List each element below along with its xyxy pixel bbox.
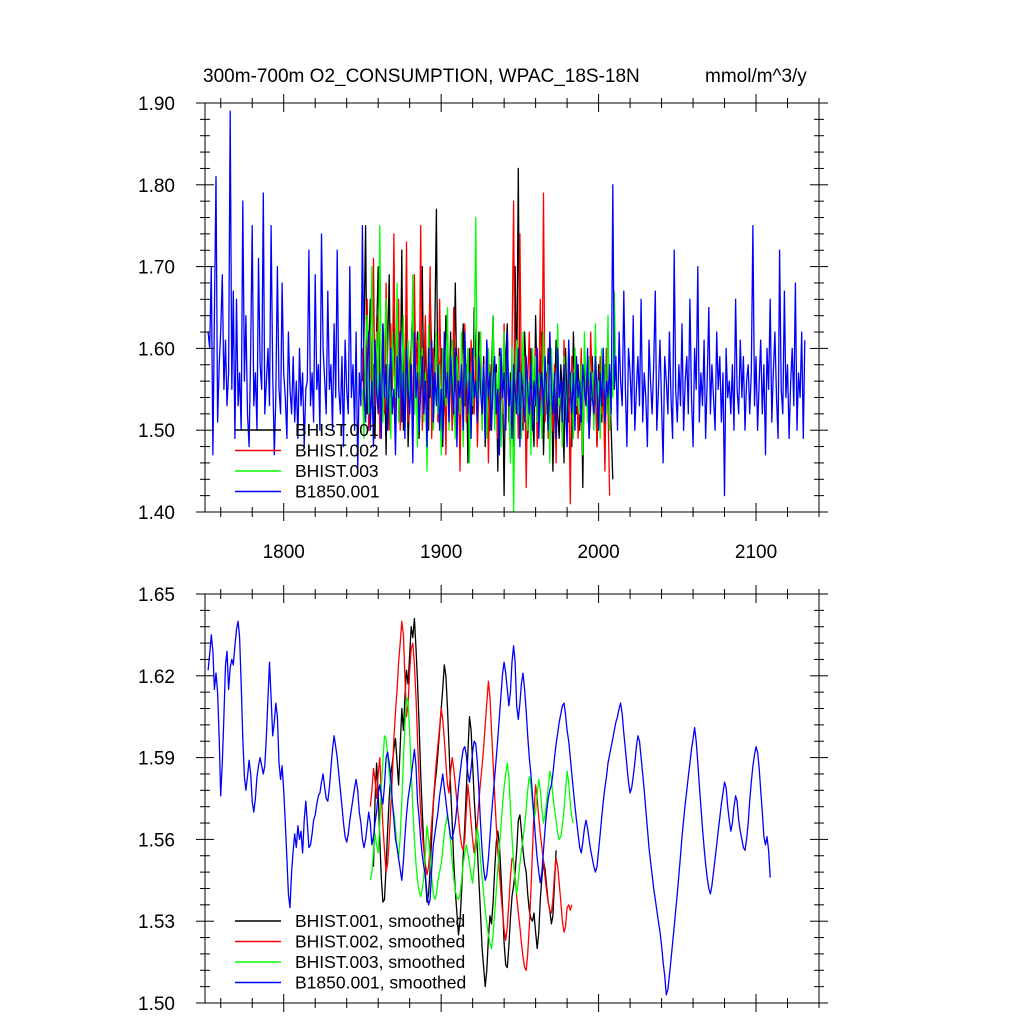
legend-label: B1850.001, smoothed bbox=[295, 973, 466, 993]
bottom-plot-area bbox=[207, 617, 771, 996]
legend-entry: BHIST.003 bbox=[235, 461, 379, 481]
legend-entry: BHIST.002, smoothed bbox=[235, 932, 465, 952]
x-tick-label: 2000 bbox=[577, 542, 619, 563]
y-tick-label: 1.40 bbox=[138, 503, 175, 524]
bottom-plot-frame bbox=[204, 593, 820, 1004]
top-chart-panel: 300m-700m O2_CONSUMPTION, WPAC_18S-18N m… bbox=[138, 66, 828, 563]
legend-label: BHIST.001 bbox=[295, 420, 379, 440]
legend-entry: BHIST.001 bbox=[235, 420, 379, 440]
series-line-bhist-001-smoothed bbox=[372, 617, 557, 988]
series-line-bhist-003-smoothed bbox=[369, 696, 575, 950]
legend-label: BHIST.003, smoothed bbox=[295, 952, 465, 972]
chart-title: 300m-700m O2_CONSUMPTION, WPAC_18S-18N bbox=[203, 66, 640, 87]
legend-entry: BHIST.002 bbox=[235, 441, 379, 461]
legend-entry: B1850.001, smoothed bbox=[235, 973, 466, 993]
y-tick-label: 1.65 bbox=[138, 585, 175, 606]
legend-entry: BHIST.003, smoothed bbox=[235, 952, 465, 972]
y-tick-label: 1.62 bbox=[138, 667, 175, 688]
top-axes: 1.40 1.50 1.60 1.70 1.80 1.90 1800 1900 2000 2100 bbox=[138, 94, 828, 563]
x-tick-label: 1800 bbox=[263, 542, 305, 563]
legend-entry: BHIST.001, smoothed bbox=[235, 911, 465, 931]
bottom-chart-panel: 1.50 1.53 1.56 1.59 1.62 1.65 BHIST.001, smoo… bbox=[138, 585, 828, 1015]
series-line-bhist-002-smoothed bbox=[369, 620, 573, 971]
y-tick-label: 1.50 bbox=[138, 994, 175, 1015]
units-label: mmol/m^3/y bbox=[705, 66, 807, 87]
legend-label: BHIST.001, smoothed bbox=[295, 911, 465, 931]
series-line-b1850-001 bbox=[207, 110, 806, 497]
y-tick-label: 1.80 bbox=[138, 176, 175, 197]
legend-label: BHIST.002 bbox=[295, 441, 379, 461]
legend-label: B1850.001 bbox=[295, 482, 380, 502]
legend-entry: B1850.001 bbox=[235, 482, 380, 502]
y-tick-label: 1.59 bbox=[138, 749, 175, 770]
y-tick-label: 1.53 bbox=[138, 912, 175, 933]
top-plot-frame bbox=[204, 102, 820, 513]
x-tick-label: 2100 bbox=[735, 542, 777, 563]
legend-label: BHIST.003 bbox=[295, 461, 379, 481]
x-tick-label: 1900 bbox=[420, 542, 462, 563]
top-plot-area bbox=[207, 110, 806, 512]
y-tick-label: 1.56 bbox=[138, 830, 175, 851]
y-tick-label: 1.50 bbox=[138, 421, 175, 442]
y-tick-label: 1.60 bbox=[138, 339, 175, 360]
y-tick-label: 1.70 bbox=[138, 258, 175, 279]
legend-label: BHIST.002, smoothed bbox=[295, 932, 465, 952]
bottom-axes: 1.50 1.53 1.56 1.59 1.62 1.65 bbox=[138, 585, 828, 1015]
y-tick-label: 1.90 bbox=[138, 94, 175, 115]
series-line-b1850-001-smoothed bbox=[207, 620, 771, 996]
